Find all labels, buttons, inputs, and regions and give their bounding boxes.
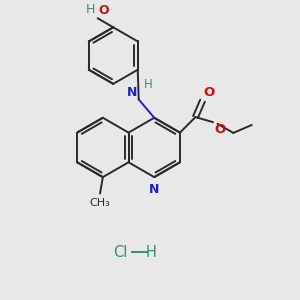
- Text: N: N: [127, 86, 137, 99]
- Text: H: H: [146, 244, 157, 260]
- Text: Cl: Cl: [113, 244, 127, 260]
- Text: O: O: [214, 123, 225, 136]
- Text: H: H: [144, 79, 152, 92]
- Text: N: N: [149, 183, 159, 196]
- Text: H: H: [86, 3, 95, 16]
- Text: CH₃: CH₃: [90, 198, 110, 208]
- Text: O: O: [203, 86, 214, 99]
- Text: O: O: [98, 4, 109, 17]
